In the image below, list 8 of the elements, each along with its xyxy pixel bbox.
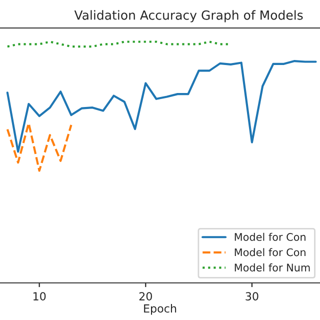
legend-label: Model for Con <box>234 248 306 256</box>
x-tick-label: 10 <box>33 292 46 301</box>
x-tick-label: 30 <box>246 292 258 301</box>
chart-title: Validation Accuracy Graph of Models <box>74 10 303 22</box>
legend-label: Model for Num <box>234 263 310 272</box>
x-tick-label: 20 <box>139 292 152 301</box>
legend-label: Model for Con <box>234 232 306 241</box>
x-axis-title: Epoch <box>144 304 176 315</box>
